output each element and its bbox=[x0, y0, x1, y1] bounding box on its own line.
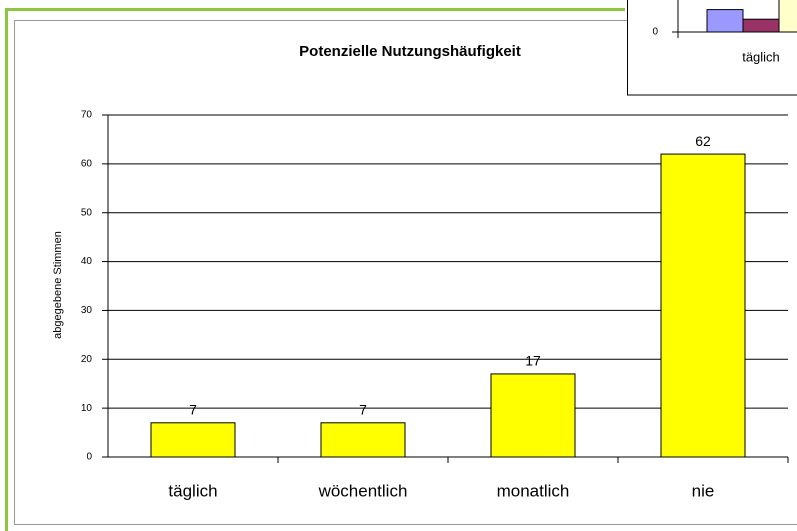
inset-chart: 0 täglich bbox=[652, 0, 797, 64]
y-tick-label: 50 bbox=[81, 207, 93, 218]
bar bbox=[150, 422, 236, 458]
x-tick-label: täglich bbox=[168, 481, 217, 500]
value-label: 7 bbox=[189, 402, 197, 418]
bar bbox=[778, 0, 797, 33]
y-tick-label: 30 bbox=[81, 305, 93, 316]
x-tick-label: monatlich bbox=[497, 481, 570, 500]
y-tick-label: 0 bbox=[86, 452, 92, 463]
bar bbox=[490, 373, 576, 458]
bar bbox=[706, 9, 744, 33]
x-tick-label: nie bbox=[692, 481, 715, 500]
y-tick-label: 20 bbox=[81, 354, 93, 365]
chart-title: Potenzielle Nutzungshäufigkeit bbox=[299, 43, 521, 60]
value-label: 7 bbox=[359, 402, 367, 418]
y-tick-label: 60 bbox=[81, 158, 93, 169]
bar bbox=[742, 18, 780, 33]
main-chart: 0 10 20 30 40 50 60 70 7 täglich 7 wöchentlich 17 mon… bbox=[81, 110, 789, 500]
bar bbox=[660, 153, 746, 458]
value-label: 62 bbox=[695, 133, 711, 149]
y-tick-label: 0 bbox=[652, 27, 658, 38]
green-border-top bbox=[5, 8, 625, 11]
y-tick-label: 70 bbox=[81, 110, 93, 121]
y-tick-label: 40 bbox=[81, 256, 93, 267]
value-label: 17 bbox=[525, 353, 541, 369]
bar bbox=[320, 422, 406, 458]
x-tick-label: täglich bbox=[742, 49, 780, 64]
y-tick-label: 10 bbox=[81, 403, 93, 414]
y-axis-label: abgegebene Stimmen bbox=[52, 231, 64, 339]
green-border-left bbox=[5, 8, 8, 531]
x-tick-label: wöchentlich bbox=[318, 481, 408, 500]
